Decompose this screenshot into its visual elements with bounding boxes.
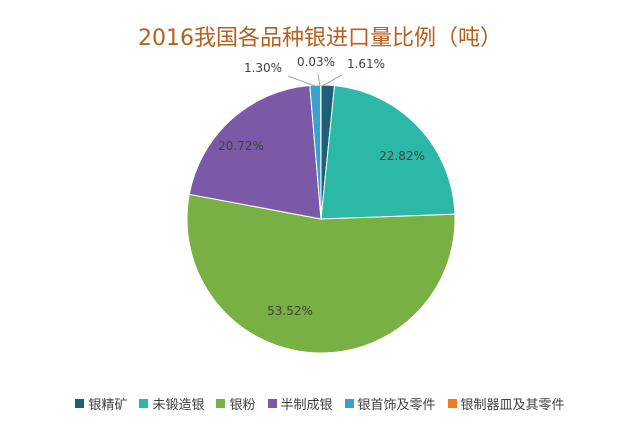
pie-slice [186,193,456,354]
legend-swatch [216,399,226,408]
legend-item: 半制成银 [267,394,333,413]
data-label: 53.52% [267,304,313,318]
legend-item: 银粉 [216,394,256,413]
legend-label: 银粉 [229,398,256,413]
legend-label: 银精矿 [88,398,128,413]
legend-swatch [344,399,354,408]
legend: 银精矿 未锻造银 银粉 半制成银 银首饰及零件 银制器皿及其零件 [0,394,640,413]
leader-line [321,74,343,87]
legend-item: 银首饰及零件 [344,394,436,413]
data-label: 1.30% [244,61,282,75]
legend-swatch [75,399,85,408]
data-label: 0.03% [297,55,335,69]
pie-slice [320,85,456,220]
data-label: 20.72% [218,139,264,153]
legend-item: 未锻造银 [139,394,204,413]
pie-slice [188,84,322,220]
chart-title: 2016我国各品种银进口量比例（吨） [138,26,502,51]
legend-swatch [139,399,149,408]
legend-label: 银制器皿及其零件 [460,398,565,413]
legend-item: 银精矿 [75,394,127,413]
leader-line [317,73,321,87]
legend-label: 半制成银 [280,398,333,413]
legend-item: 银制器皿及其零件 [447,394,565,413]
legend-swatch [267,399,277,408]
data-label: 1.61% [347,57,385,71]
leader-line [287,75,316,87]
legend-label: 银首饰及零件 [357,398,436,413]
legend-label: 未锻造银 [152,398,205,413]
legend-swatch [447,399,457,408]
data-label: 22.82% [379,149,425,163]
